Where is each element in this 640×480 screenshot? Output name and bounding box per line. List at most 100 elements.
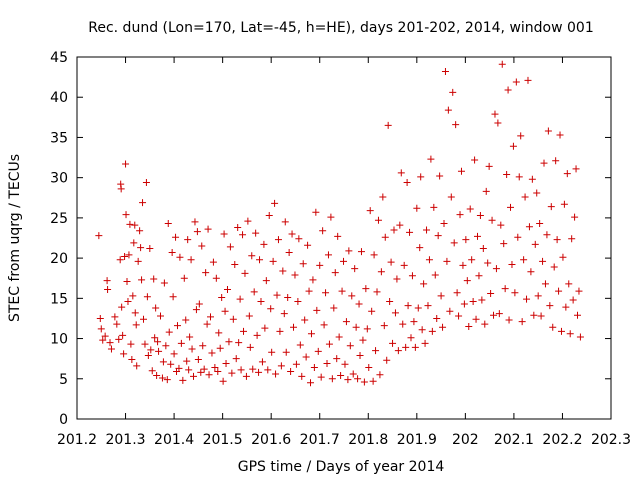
data-point (188, 345, 196, 353)
data-point (141, 340, 149, 348)
data-point (413, 204, 421, 212)
data-point (288, 230, 296, 238)
data-point (344, 376, 352, 384)
data-point (140, 315, 148, 323)
data-point (216, 344, 224, 352)
data-point (208, 349, 216, 357)
data-point (290, 323, 298, 331)
data-point (393, 275, 401, 283)
data-point (437, 292, 445, 300)
data-point (193, 228, 201, 236)
data-point (541, 280, 549, 288)
data-point (305, 287, 313, 295)
data-point (446, 307, 454, 315)
data-point (492, 265, 500, 273)
x-tick-label: 201.5 (203, 432, 243, 448)
data-point (175, 364, 183, 372)
y-tick-label: 40 (50, 90, 68, 106)
data-point (134, 257, 142, 265)
data-point (264, 366, 272, 374)
data-point (99, 336, 107, 344)
data-point (173, 322, 181, 330)
data-point (533, 189, 541, 197)
data-point (331, 269, 339, 277)
data-point (126, 220, 134, 228)
data-point (252, 229, 260, 237)
data-point (271, 199, 279, 207)
data-point (128, 355, 136, 363)
data-point (427, 155, 435, 163)
data-point (508, 261, 516, 269)
chart-title: Rec. dund (Lon=170, Lat=-45, h=HE), days… (88, 20, 594, 36)
data-point (410, 318, 418, 326)
data-point (225, 338, 233, 346)
data-point (309, 276, 317, 284)
data-point (527, 268, 535, 276)
data-point (341, 360, 349, 368)
data-point (223, 285, 231, 293)
data-point (498, 60, 506, 68)
data-point (531, 240, 539, 248)
data-point (569, 296, 577, 304)
data-point (560, 200, 568, 208)
data-point (111, 313, 119, 321)
data-point (96, 314, 104, 322)
data-point (368, 307, 376, 315)
data-point (276, 327, 284, 335)
data-point (552, 157, 560, 165)
data-point (192, 306, 200, 314)
data-point (291, 271, 299, 279)
data-point (346, 342, 354, 350)
data-point (416, 244, 424, 252)
data-point (117, 185, 125, 193)
data-point (553, 236, 561, 244)
data-point (380, 322, 388, 330)
data-point (478, 296, 486, 304)
x-tick-label: 202 (452, 432, 479, 448)
data-point (261, 324, 269, 332)
data-point (137, 244, 145, 252)
data-point (540, 159, 548, 167)
data-point (386, 298, 394, 306)
data-point (512, 78, 520, 86)
data-point (465, 322, 473, 330)
data-point (475, 272, 483, 280)
data-point (525, 223, 533, 231)
data-point (575, 287, 583, 295)
data-point (335, 333, 343, 341)
data-point (179, 376, 187, 384)
data-point (466, 205, 474, 213)
data-point (325, 340, 333, 348)
y-tick-label: 10 (50, 332, 68, 348)
data-point (549, 323, 557, 331)
data-point (246, 343, 254, 351)
data-point (440, 220, 448, 228)
data-point (294, 298, 302, 306)
data-point (265, 211, 273, 219)
data-point (462, 236, 470, 244)
data-point (345, 247, 353, 255)
data-points (95, 60, 584, 387)
data-point (115, 335, 123, 343)
data-point (274, 236, 282, 244)
data-point (142, 178, 150, 186)
data-point (133, 362, 141, 370)
data-point (207, 313, 214, 321)
data-point (131, 221, 139, 229)
data-point (330, 304, 338, 312)
data-point (237, 366, 245, 374)
data-point (220, 230, 228, 238)
x-axis-label: GPS time / Days of year 2014 (238, 459, 445, 475)
data-point (124, 298, 132, 306)
data-point (520, 256, 528, 264)
data-point (374, 216, 382, 224)
data-point (544, 127, 552, 135)
data-point (162, 342, 170, 350)
data-point (187, 256, 195, 264)
data-point (468, 256, 476, 264)
y-tick-label: 30 (50, 171, 68, 187)
data-point (131, 309, 139, 317)
data-point (509, 142, 517, 150)
data-point (164, 220, 172, 228)
data-point (452, 121, 460, 129)
